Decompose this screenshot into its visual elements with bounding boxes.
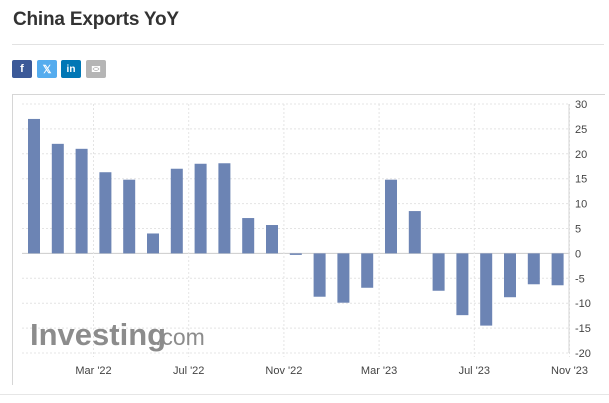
- bar: [432, 253, 445, 291]
- bar: [75, 148, 88, 254]
- bars-layer: [28, 118, 564, 326]
- y-tick-label: 5: [575, 224, 581, 236]
- watermark-brand: Investing: [30, 317, 166, 352]
- x-tick-label: Mar '22: [75, 365, 111, 377]
- bar: [170, 168, 183, 254]
- bar: [361, 253, 374, 288]
- bar: [504, 253, 516, 298]
- x-tick-label: Nov '22: [265, 365, 302, 377]
- bar: [51, 143, 64, 254]
- bar: [147, 233, 159, 254]
- bar: [123, 179, 136, 254]
- bar: [480, 253, 493, 326]
- page-title: China Exports YoY: [13, 9, 179, 30]
- y-tick-label: 15: [575, 174, 587, 186]
- bar: [408, 211, 421, 254]
- bar: [551, 253, 564, 286]
- bar: [266, 225, 278, 254]
- x-tick-label: Jul '23: [459, 365, 490, 377]
- linkedin-share-button[interactable]: in: [61, 60, 81, 78]
- x-tick-label: Jul '22: [173, 365, 204, 377]
- bar: [218, 163, 231, 254]
- bottom-divider: [0, 394, 609, 395]
- x-tick-label: Mar '23: [361, 365, 397, 377]
- labels-layer: 30 25 20 15 10 5 0 -5 -10 -15 -20 Mar '22 Jul '22 Nov…: [75, 99, 591, 377]
- bar: [194, 163, 207, 254]
- chart-frame: [12, 94, 605, 385]
- y-tick-label: 30: [575, 99, 587, 111]
- bar: [242, 218, 255, 254]
- email-share-button[interactable]: ✉: [86, 60, 106, 78]
- y-tick-label: -5: [575, 273, 585, 285]
- y-tick-label: 25: [575, 124, 587, 136]
- x-tick-label: Nov '23: [551, 365, 588, 377]
- bar: [313, 253, 326, 297]
- bar: [456, 253, 469, 316]
- bar: [385, 179, 397, 254]
- investing-watermark: Investing .com: [30, 317, 205, 352]
- y-tick-label: 10: [575, 199, 587, 211]
- y-tick-label: -20: [575, 348, 591, 360]
- bar: [99, 172, 112, 254]
- watermark-suffix: .com: [155, 324, 205, 350]
- bar: [289, 253, 302, 255]
- y-tick-label: 20: [575, 149, 587, 161]
- y-tick-label: -10: [575, 298, 591, 310]
- bar: [527, 253, 540, 285]
- grid-layer: [22, 103, 570, 357]
- twitter-share-button[interactable]: 𝕏: [37, 60, 57, 78]
- bar: [28, 118, 40, 254]
- y-tick-label: 0: [575, 248, 581, 260]
- title-divider: [12, 44, 604, 45]
- y-tick-label: -15: [575, 323, 591, 335]
- bar: [337, 253, 350, 303]
- facebook-share-button[interactable]: f: [12, 60, 32, 78]
